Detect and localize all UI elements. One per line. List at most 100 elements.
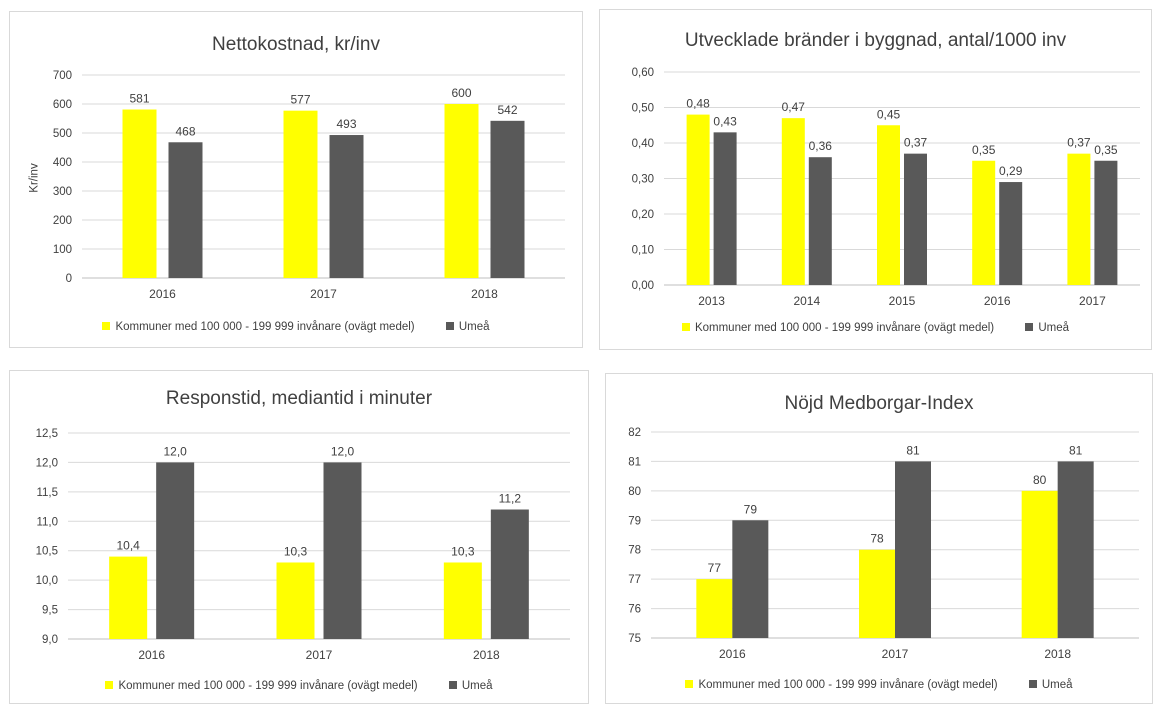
legend: Kommuner med 100 000 - 199 999 invånare … <box>10 680 588 692</box>
y-tick-label: 0,50 <box>632 103 654 115</box>
chart-plot: 9,0 9,5 10,0 10,5 11,0 11,5 12,0 12,5 2016 10,4 12… <box>36 428 570 662</box>
y-tick-label: 80 <box>628 486 641 498</box>
y-tick-label: 700 <box>53 70 72 82</box>
legend-swatch-umea <box>1028 679 1037 688</box>
chart-plot: 0 100 200 300 400 500 600 700 2016 581 468 2017 577 4… <box>53 70 565 301</box>
legend-item-kommuner: Kommuner med 100 000 - 199 999 invånare … <box>685 679 998 691</box>
legend-swatch-umea <box>1025 322 1034 331</box>
bar-umea <box>1057 461 1094 638</box>
bar-kommuner <box>283 110 318 278</box>
legend-swatch-umea <box>445 321 454 330</box>
legend-label-kommuner: Kommuner med 100 000 - 199 999 invånare … <box>115 321 415 333</box>
bar-kommuner <box>1021 490 1058 638</box>
y-tick-label: 82 <box>628 427 641 439</box>
y-tick-label: 0,60 <box>632 67 654 79</box>
data-label-kommuner: 10,4 <box>116 539 140 553</box>
x-tick-label: 2016 <box>984 294 1011 308</box>
bar-umea <box>329 135 364 278</box>
chart-plot: 0,00 0,10 0,20 0,30 0,40 0,50 0,60 2013 0,480,43… <box>632 67 1140 308</box>
chart-panel-responstid: Responstid, mediantid i minuter 9,0 9,5 10… <box>9 370 589 704</box>
chart-title: Nettokostnad, kr/inv <box>212 34 380 55</box>
data-label-kommuner: 0,47 <box>782 100 806 114</box>
y-tick-label: 11,0 <box>36 516 58 528</box>
x-tick-label: 2017 <box>310 287 337 301</box>
data-label-umea: 0,36 <box>809 139 833 153</box>
data-label-kommuner: 77 <box>708 561 722 575</box>
legend-label-kommuner: Kommuner med 100 000 - 199 999 invånare … <box>698 679 998 691</box>
bar-kommuner <box>686 114 710 285</box>
data-label-umea: 0,35 <box>1094 143 1118 157</box>
y-tick-label: 75 <box>628 633 641 645</box>
data-label-umea: 81 <box>1069 443 1083 457</box>
y-tick-label: 0 <box>66 273 72 285</box>
bar-kommuner <box>781 118 805 286</box>
data-label-umea: 12,0 <box>163 444 187 458</box>
bar-umea <box>490 120 525 278</box>
y-tick-label: 12,0 <box>36 457 58 469</box>
bar-kommuner <box>444 104 479 278</box>
data-label-umea: 12,0 <box>331 444 355 458</box>
legend-label-umea: Umeå <box>458 321 490 333</box>
data-label-umea: 0,29 <box>999 164 1023 178</box>
bar-kommuner <box>276 562 315 639</box>
bar-kommuner <box>859 549 895 638</box>
bar-kommuner <box>122 109 157 278</box>
x-tick-label: 2017 <box>306 648 333 662</box>
data-label-umea: 0,43 <box>713 114 737 128</box>
y-tick-label: 400 <box>53 157 72 169</box>
y-tick-label: 76 <box>628 604 641 616</box>
bar-umea <box>1094 160 1118 285</box>
y-tick-label: 0,00 <box>632 280 654 292</box>
bar-umea <box>732 520 769 638</box>
legend: Kommuner med 100 000 - 199 999 invånare … <box>10 321 582 333</box>
legend-swatch-kommuner <box>681 322 690 331</box>
y-tick-label: 9,0 <box>42 634 58 646</box>
data-label-kommuner: 78 <box>870 532 884 546</box>
data-label-umea: 542 <box>497 103 517 117</box>
data-label-kommuner: 600 <box>451 86 471 100</box>
bar-kommuner <box>696 579 733 638</box>
legend-swatch-kommuner <box>102 321 111 330</box>
data-label-umea: 0,37 <box>904 136 928 150</box>
data-label-kommuner: 0,35 <box>972 143 996 157</box>
x-tick-label: 2018 <box>471 287 498 301</box>
legend-swatch-kommuner <box>685 679 694 688</box>
data-label-umea: 468 <box>175 124 195 138</box>
legend-label-umea: Umeå <box>1038 322 1070 334</box>
legend: Kommuner med 100 000 - 199 999 invånare … <box>606 679 1152 691</box>
bar-umea <box>713 132 737 285</box>
chart-plot: 75 76 77 78 79 80 81 82 2016 77 79 2017 78 81 2018 80 81 <box>628 427 1139 661</box>
data-label-kommuner: 0,45 <box>877 107 901 121</box>
bar-umea <box>904 153 927 285</box>
x-tick-label: 2017 <box>1079 294 1106 308</box>
data-label-kommuner: 10,3 <box>284 544 308 558</box>
data-label-kommuner: 577 <box>290 93 310 107</box>
legend-item-umea: Umeå <box>448 680 493 692</box>
y-tick-label: 9,5 <box>42 605 58 617</box>
legend-item-kommuner: Kommuner med 100 000 - 199 999 invånare … <box>102 321 415 333</box>
y-tick-label: 0,10 <box>632 245 654 257</box>
data-label-umea: 81 <box>906 443 920 457</box>
bar-kommuner <box>443 562 482 639</box>
y-tick-label: 79 <box>628 515 641 527</box>
data-label-kommuner: 581 <box>129 92 149 106</box>
bar-umea <box>490 509 529 639</box>
data-label-kommuner: 0,48 <box>686 97 710 111</box>
y-tick-label: 300 <box>53 186 72 198</box>
y-tick-label: 0,30 <box>632 174 654 186</box>
chart-title: Nöjd Medborgar-Index <box>784 393 974 414</box>
bar-umea <box>323 462 362 639</box>
legend-label-umea: Umeå <box>461 680 493 692</box>
y-tick-label: 100 <box>53 244 72 256</box>
bar-kommuner <box>877 125 900 285</box>
legend-label-kommuner: Kommuner med 100 000 - 199 999 invånare … <box>694 322 995 334</box>
legend-item-umea: Umeå <box>445 321 490 333</box>
chart-title: Utvecklade bränder i byggnad, antal/1000… <box>684 30 1067 51</box>
x-tick-label: 2016 <box>149 287 176 301</box>
x-tick-label: 2018 <box>1044 647 1071 661</box>
legend-label-umea: Umeå <box>1041 679 1073 691</box>
x-tick-label: 2013 <box>698 294 725 308</box>
y-tick-label: 600 <box>53 99 72 111</box>
legend-item-umea: Umeå <box>1025 322 1069 334</box>
data-label-kommuner: 10,3 <box>451 544 475 558</box>
